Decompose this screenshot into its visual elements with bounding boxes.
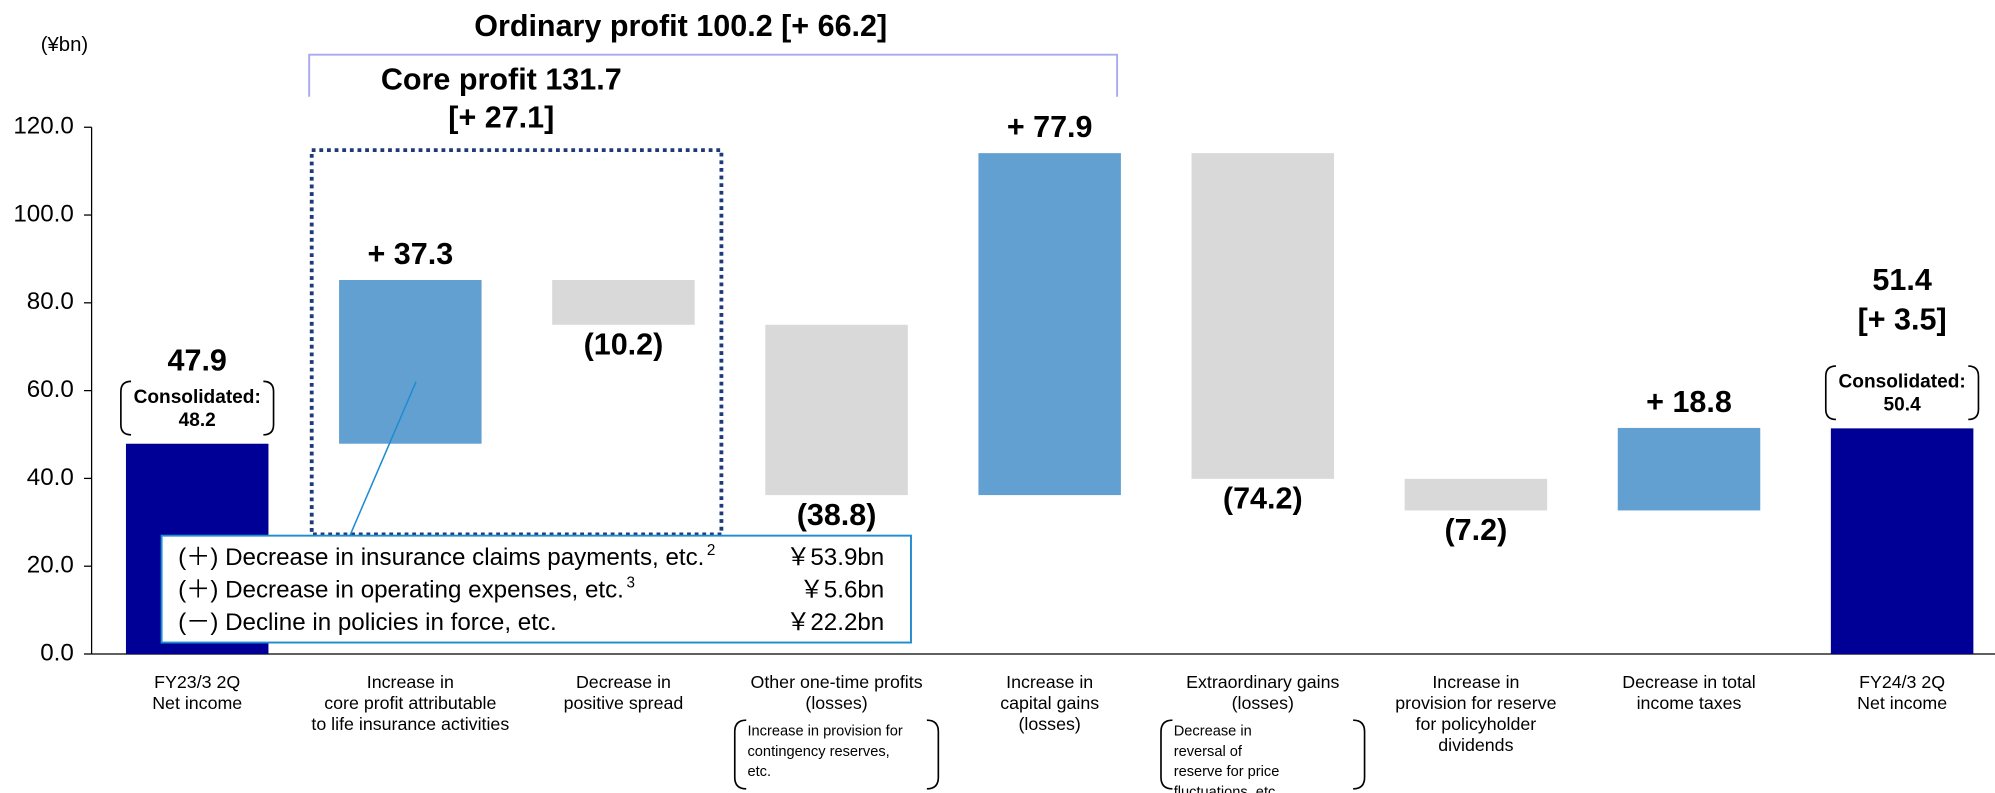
callout-box: [160, 534, 912, 644]
category-note: fluctuations, etc.: [1174, 785, 1280, 793]
x-tick-label: Other one-time profits: [750, 672, 922, 692]
callout-text: (＋) Decrease in operating expenses, etc.: [178, 576, 624, 603]
x-tick-label: FY23/3 2Q: [154, 672, 240, 692]
y-tick-label: 60.0: [27, 376, 74, 403]
bar: [978, 153, 1121, 496]
plot: 0.0 20.0 40.0 60.0 80.0 100.0 120.0 Consolidate…: [13, 110, 1995, 793]
bar: [1404, 478, 1548, 511]
callout: (＋) Decrease in insurance claims payment…: [178, 542, 884, 636]
value-label: (7.2): [1445, 513, 1508, 547]
core-profit-change: [+ 27.1]: [448, 101, 554, 135]
ordinary-profit-label: Ordinary profit 100.2 [+ 66.2]: [474, 9, 887, 43]
bracket: [263, 380, 275, 436]
x-tick-label: Decrease in: [576, 672, 671, 692]
bar: [1191, 153, 1335, 479]
category-note: reserve for price: [1174, 764, 1280, 780]
value-sublabel: [+ 3.5]: [1858, 303, 1947, 337]
callout-amount: ￥53.9bn: [786, 544, 884, 571]
bar: [1617, 427, 1761, 511]
callout-footnote: 3: [626, 574, 634, 591]
x-tick-label: Decrease in total: [1622, 672, 1756, 692]
x-tick-label: Increase in: [367, 672, 454, 692]
callout-amount: ￥22.2bn: [786, 609, 884, 636]
value-label: (10.2): [584, 327, 664, 361]
value-label: (74.2): [1223, 482, 1303, 516]
y-tick-label: 20.0: [27, 552, 74, 579]
category-note: Increase in provision for: [747, 723, 902, 739]
bar-note: Consolidated:: [1839, 372, 1966, 393]
bracket: [1968, 365, 1980, 421]
bar-note: 48.2: [179, 410, 216, 431]
x-tick-label: positive spread: [564, 693, 684, 713]
y-tick-label: 100.0: [13, 200, 73, 227]
x-tick-label: Increase in: [1006, 672, 1093, 692]
category-note: contingency reserves,: [747, 744, 889, 760]
x-tick-label: to life insurance activities: [311, 714, 509, 734]
bracket: [926, 719, 940, 790]
bracket: [733, 719, 747, 790]
value-label: + 77.9: [1007, 110, 1093, 144]
value-label: 47.9: [168, 343, 227, 377]
category-note: Decrease in: [1174, 723, 1252, 739]
category-note: etc.: [747, 764, 771, 780]
bracket: [120, 380, 132, 436]
callout-amount: ￥5.6bn: [800, 576, 885, 603]
callout-text: (－) Decline in policies in force, etc.: [178, 609, 557, 636]
x-tick-label: dividends: [1438, 735, 1513, 755]
x-tick-label: core profit attributable: [324, 693, 496, 713]
bar-note: Consolidated:: [134, 387, 261, 408]
bar: [552, 279, 695, 325]
unit-label: (¥bn): [41, 34, 88, 56]
value-label: + 18.8: [1646, 385, 1732, 419]
y-tick-label: 40.0: [27, 464, 74, 491]
bar: [765, 324, 908, 496]
bar: [339, 279, 482, 444]
value-label: 51.4: [1872, 263, 1931, 297]
bracket: [1824, 365, 1836, 421]
callout-leader: [349, 381, 417, 536]
x-tick-label: provision for reserve: [1395, 693, 1556, 713]
y-tick-label: 120.0: [13, 113, 73, 140]
value-label: (38.8): [797, 498, 877, 532]
value-label: + 37.3: [367, 237, 453, 271]
x-tick-label: Extraordinary gains: [1186, 672, 1339, 692]
x-tick-label: capital gains: [1000, 693, 1099, 713]
category-note: reversal of: [1174, 744, 1243, 760]
x-tick-label: (losses): [805, 693, 867, 713]
y-tick-label: 80.0: [27, 288, 74, 315]
bracket: [1353, 719, 1366, 790]
ordinary-profit-bracket: [308, 53, 1119, 97]
callout-text: (＋) Decrease in insurance claims payment…: [178, 544, 704, 571]
x-tick-label: Increase in: [1432, 672, 1519, 692]
bar-note: 50.4: [1884, 395, 1922, 416]
bar: [1830, 428, 1974, 654]
bracket: [1160, 719, 1173, 790]
x-tick-label: (losses): [1232, 693, 1294, 713]
x-tick-label: for policyholder: [1416, 714, 1537, 734]
core-profit-label: Core profit 131.7: [381, 63, 622, 97]
x-tick-label: Net income: [152, 693, 242, 713]
x-tick-label: Net income: [1857, 693, 1947, 713]
x-tick-label: FY24/3 2Q: [1859, 672, 1945, 692]
callout-footnote: 2: [707, 542, 715, 559]
y-tick-label: 0.0: [40, 639, 74, 666]
x-tick-label: (losses): [1019, 714, 1081, 734]
x-tick-label: income taxes: [1637, 693, 1742, 713]
